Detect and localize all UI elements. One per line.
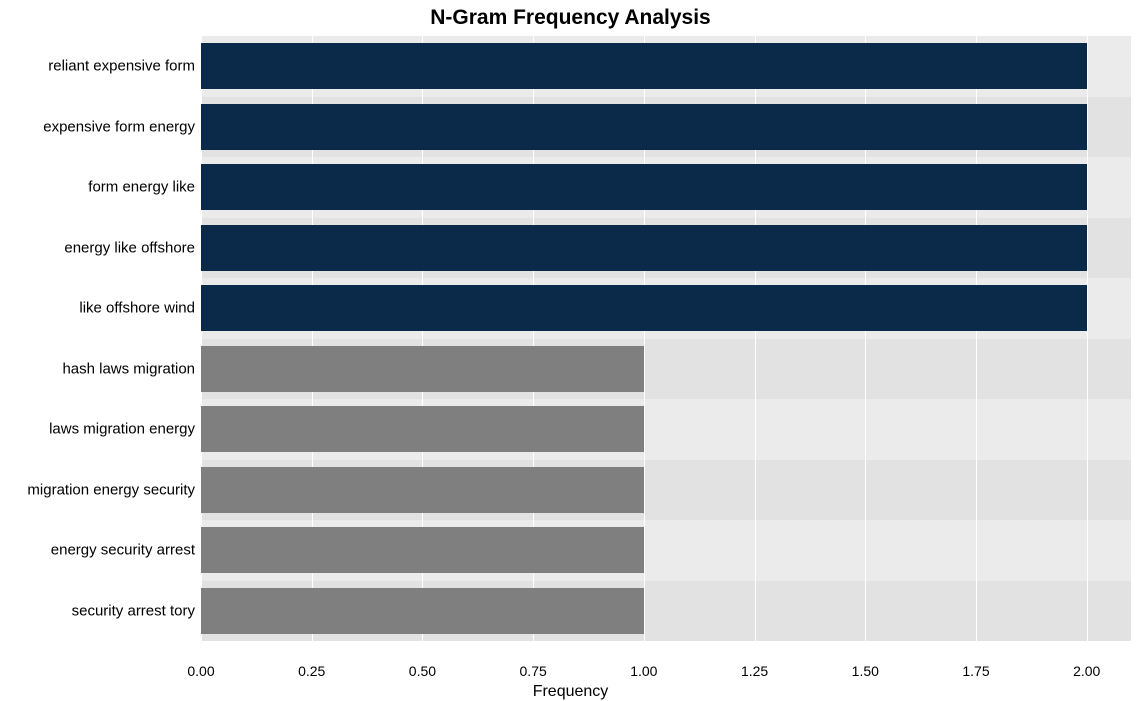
y-tick-label: laws migration energy [49,421,195,438]
bar [201,164,1087,210]
x-tick-label: 0.00 [187,663,214,679]
y-tick-label: energy like offshore [64,239,195,256]
x-tick-label: 0.25 [298,663,325,679]
y-tick-label: security arrest tory [72,602,195,619]
bar [201,406,644,452]
y-tick-label: migration energy security [27,481,195,498]
bar [201,588,644,634]
x-tick-label: 1.00 [630,663,657,679]
y-tick-label: energy security arrest [51,542,195,559]
bar [201,225,1087,271]
x-tick-label: 2.00 [1073,663,1100,679]
ngram-frequency-chart: N-Gram Frequency Analysis reliant expens… [0,0,1141,701]
plot-area: reliant expensive formexpensive form ene… [201,36,1131,641]
gridline [1087,36,1088,641]
bar [201,285,1087,331]
bar [201,104,1087,150]
x-axis-label: Frequency [0,683,1141,701]
x-tick-label: 0.50 [409,663,436,679]
x-tick-label: 1.50 [852,663,879,679]
x-tick-label: 1.25 [741,663,768,679]
chart-title: N-Gram Frequency Analysis [0,6,1141,30]
bar [201,527,644,573]
bar [201,43,1087,89]
y-tick-label: like offshore wind [79,300,195,317]
y-tick-label: hash laws migration [62,360,195,377]
y-tick-label: form energy like [88,179,195,196]
y-tick-label: expensive form energy [43,118,195,135]
x-tick-label: 1.75 [962,663,989,679]
y-tick-label: reliant expensive form [48,58,195,75]
bar [201,346,644,392]
bar [201,467,644,513]
x-tick-label: 0.75 [520,663,547,679]
